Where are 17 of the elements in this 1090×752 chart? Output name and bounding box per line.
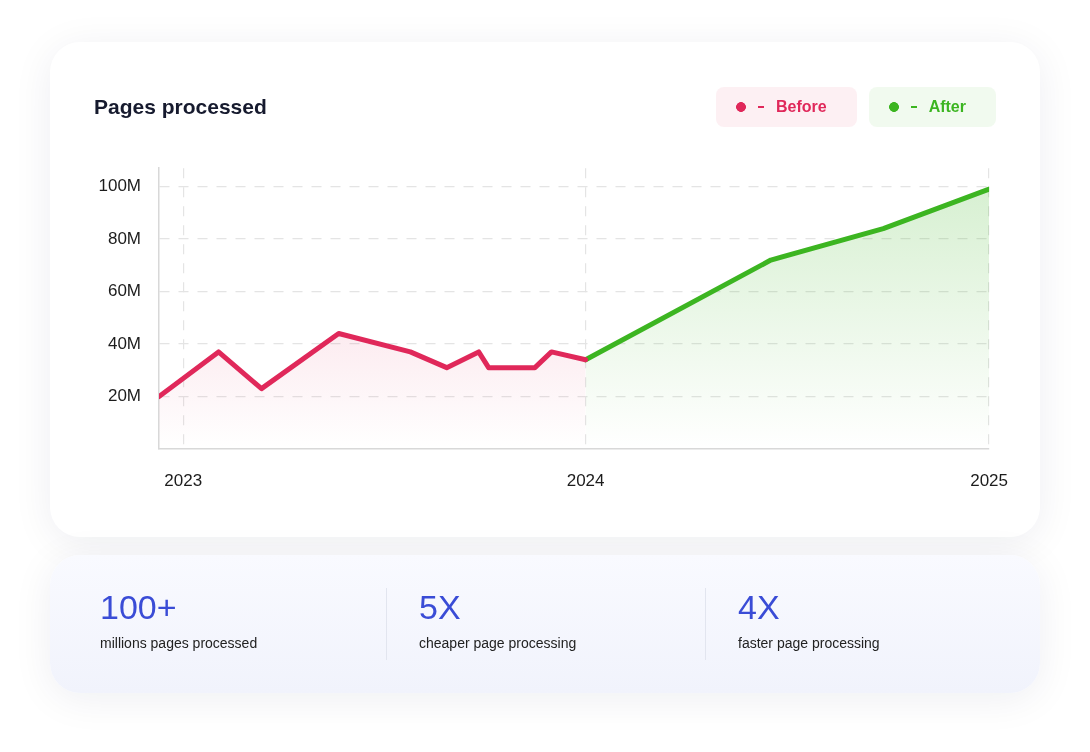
text: cheaper page processing [419, 635, 577, 651]
text: millions pages processed [100, 635, 258, 651]
text: 100+ [100, 587, 178, 627]
text: 4X [738, 587, 781, 627]
legend-label: After [928, 98, 966, 116]
y-tick-label: 60M [107, 281, 141, 301]
x-tick-label: 2024 [566, 470, 605, 490]
text: faster page processing [738, 635, 880, 651]
y-tick-label: 20M [107, 386, 141, 406]
chart-title: Pages processed [94, 95, 267, 119]
text: 5X [419, 587, 462, 627]
y-tick-label: 40M [107, 333, 141, 353]
x-tick-label: 2023 [164, 470, 203, 490]
y-tick-label: 80M [107, 228, 141, 248]
x-tick-label: 2025 [970, 470, 1008, 490]
legend-label: Before [775, 98, 827, 116]
y-tick-label: 100M [98, 176, 141, 196]
